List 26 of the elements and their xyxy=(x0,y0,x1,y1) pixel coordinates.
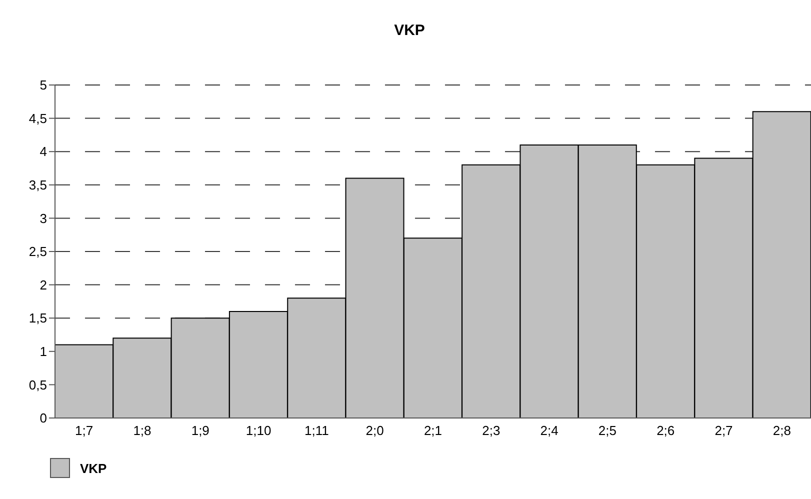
x-tick-label: 2;3 xyxy=(482,423,500,438)
chart-title: VKP xyxy=(393,22,426,39)
x-tick-label: 2;8 xyxy=(772,423,791,438)
x-tick-label: 2;5 xyxy=(598,423,616,438)
y-tick-label: 1,5 xyxy=(28,310,47,326)
y-tick-label: 3,5 xyxy=(28,178,47,193)
y-tick-label: 3 xyxy=(40,210,47,226)
y-tick-label: 0,5 xyxy=(28,377,47,392)
x-tick-label: 2;6 xyxy=(656,423,675,438)
y-tick-label: 5 xyxy=(40,78,47,93)
x-tick-label: 2;7 xyxy=(714,423,733,438)
x-tick-label: 1;10 xyxy=(246,423,272,438)
text: VKP xyxy=(80,460,107,476)
y-tick-label: 4,5 xyxy=(28,110,47,126)
y-tick-label: 4 xyxy=(40,144,47,160)
x-tick-label: 1;11 xyxy=(304,423,329,438)
y-tick-label: 1 xyxy=(40,344,47,360)
x-tick-label: 1;9 xyxy=(191,423,210,438)
x-tick-label: 1;8 xyxy=(133,423,152,438)
x-tick-label: 2;4 xyxy=(540,423,558,438)
y-tick-label: 0 xyxy=(40,410,47,426)
x-tick-label: 2;0 xyxy=(366,423,384,438)
y-tick-label: 2,5 xyxy=(28,244,47,260)
x-tick-label: 2;1 xyxy=(424,423,442,438)
x-tick-label: 1;7 xyxy=(75,423,94,438)
y-tick-label: 2 xyxy=(40,277,47,292)
